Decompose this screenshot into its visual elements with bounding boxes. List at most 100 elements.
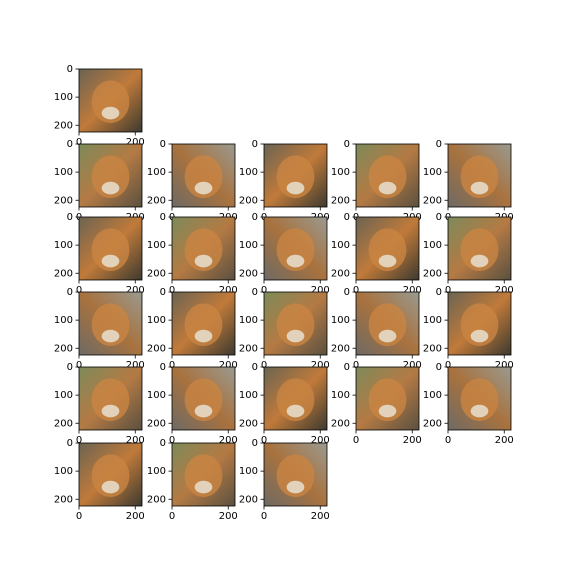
x-tick-label: 0 xyxy=(169,435,175,446)
x-tick-label: 0 xyxy=(261,285,267,296)
y-tick-label: 100 xyxy=(331,240,350,251)
y-tick-label: 200 xyxy=(423,343,442,354)
image-muzzle xyxy=(194,329,213,343)
y-tick-label: 200 xyxy=(423,418,442,429)
x-tick-label: 0 xyxy=(261,511,267,522)
y-tick-label: 100 xyxy=(239,466,258,477)
axes-frame xyxy=(78,216,143,281)
y-tick-label: 200 xyxy=(239,195,258,206)
image-face xyxy=(184,155,223,199)
image-face xyxy=(368,228,407,272)
y-tick-label: 200 xyxy=(331,418,350,429)
axes-frame xyxy=(447,366,512,431)
image-face xyxy=(368,155,407,199)
axes-frame xyxy=(171,442,236,507)
image-face xyxy=(184,228,223,272)
y-tick-label: 0 xyxy=(67,64,73,75)
image-muzzle xyxy=(194,181,213,195)
x-tick-label: 200 xyxy=(495,435,514,446)
y-tick-label: 0 xyxy=(160,212,166,223)
image-face xyxy=(184,378,223,422)
x-tick-label: 200 xyxy=(219,360,238,371)
y-tick-label: 200 xyxy=(331,195,350,206)
y-tick-label: 200 xyxy=(54,120,73,131)
y-tick-label: 0 xyxy=(67,438,73,449)
x-tick-label: 200 xyxy=(495,285,514,296)
image-muzzle xyxy=(286,329,305,343)
y-tick-label: 100 xyxy=(54,92,73,103)
y-tick-label: 100 xyxy=(423,390,442,401)
image-face xyxy=(276,378,315,422)
y-tick-label: 200 xyxy=(147,268,166,279)
x-tick-label: 0 xyxy=(261,435,267,446)
y-tick-label: 0 xyxy=(252,139,258,150)
y-tick-label: 100 xyxy=(423,315,442,326)
x-tick-label: 200 xyxy=(126,435,145,446)
x-tick-label: 200 xyxy=(219,511,238,522)
y-tick-label: 0 xyxy=(252,438,258,449)
y-tick-label: 100 xyxy=(423,167,442,178)
axes-frame xyxy=(78,366,143,431)
x-tick-label: 200 xyxy=(219,285,238,296)
axes-frame xyxy=(447,143,512,208)
image-face xyxy=(184,303,223,347)
image-face xyxy=(91,80,130,124)
y-tick-label: 0 xyxy=(67,212,73,223)
y-tick-label: 0 xyxy=(436,287,442,298)
axes-frame xyxy=(355,216,420,281)
image-face xyxy=(460,228,499,272)
axes-frame xyxy=(171,291,236,356)
y-tick-label: 0 xyxy=(344,287,350,298)
y-tick-label: 0 xyxy=(252,362,258,373)
y-tick-label: 200 xyxy=(239,268,258,279)
y-tick-label: 200 xyxy=(423,268,442,279)
axes-frame xyxy=(263,366,328,431)
y-tick-label: 100 xyxy=(331,390,350,401)
y-tick-label: 200 xyxy=(54,494,73,505)
image-muzzle xyxy=(194,254,213,268)
y-tick-label: 100 xyxy=(147,240,166,251)
y-tick-label: 100 xyxy=(423,240,442,251)
x-tick-label: 0 xyxy=(76,285,82,296)
y-tick-label: 100 xyxy=(147,315,166,326)
image-muzzle xyxy=(378,181,397,195)
y-tick-label: 200 xyxy=(239,418,258,429)
x-tick-label: 0 xyxy=(353,285,359,296)
y-tick-label: 0 xyxy=(344,212,350,223)
image-muzzle xyxy=(286,404,305,418)
image-face xyxy=(91,303,130,347)
image-muzzle xyxy=(101,404,120,418)
x-tick-label: 200 xyxy=(495,360,514,371)
y-tick-label: 200 xyxy=(147,418,166,429)
image-face xyxy=(368,303,407,347)
axes-frame xyxy=(78,291,143,356)
axes-frame xyxy=(78,68,143,133)
y-tick-label: 0 xyxy=(160,438,166,449)
y-tick-label: 0 xyxy=(252,287,258,298)
image-muzzle xyxy=(286,254,305,268)
y-tick-label: 200 xyxy=(331,343,350,354)
image-muzzle xyxy=(101,181,120,195)
image-face xyxy=(368,378,407,422)
y-tick-label: 100 xyxy=(331,167,350,178)
x-tick-label: 0 xyxy=(76,435,82,446)
axes-frame xyxy=(263,216,328,281)
image-muzzle xyxy=(194,480,213,494)
x-tick-label: 0 xyxy=(445,360,451,371)
axes-frame xyxy=(447,216,512,281)
x-tick-label: 0 xyxy=(76,511,82,522)
y-tick-label: 0 xyxy=(436,139,442,150)
axes-frame xyxy=(263,291,328,356)
x-tick-label: 0 xyxy=(353,435,359,446)
y-tick-label: 100 xyxy=(239,240,258,251)
x-tick-label: 200 xyxy=(126,511,145,522)
x-tick-label: 200 xyxy=(126,285,145,296)
y-tick-label: 100 xyxy=(54,240,73,251)
y-tick-label: 100 xyxy=(147,167,166,178)
x-tick-label: 0 xyxy=(445,435,451,446)
y-tick-label: 100 xyxy=(54,167,73,178)
image-muzzle xyxy=(378,329,397,343)
y-tick-label: 100 xyxy=(331,315,350,326)
